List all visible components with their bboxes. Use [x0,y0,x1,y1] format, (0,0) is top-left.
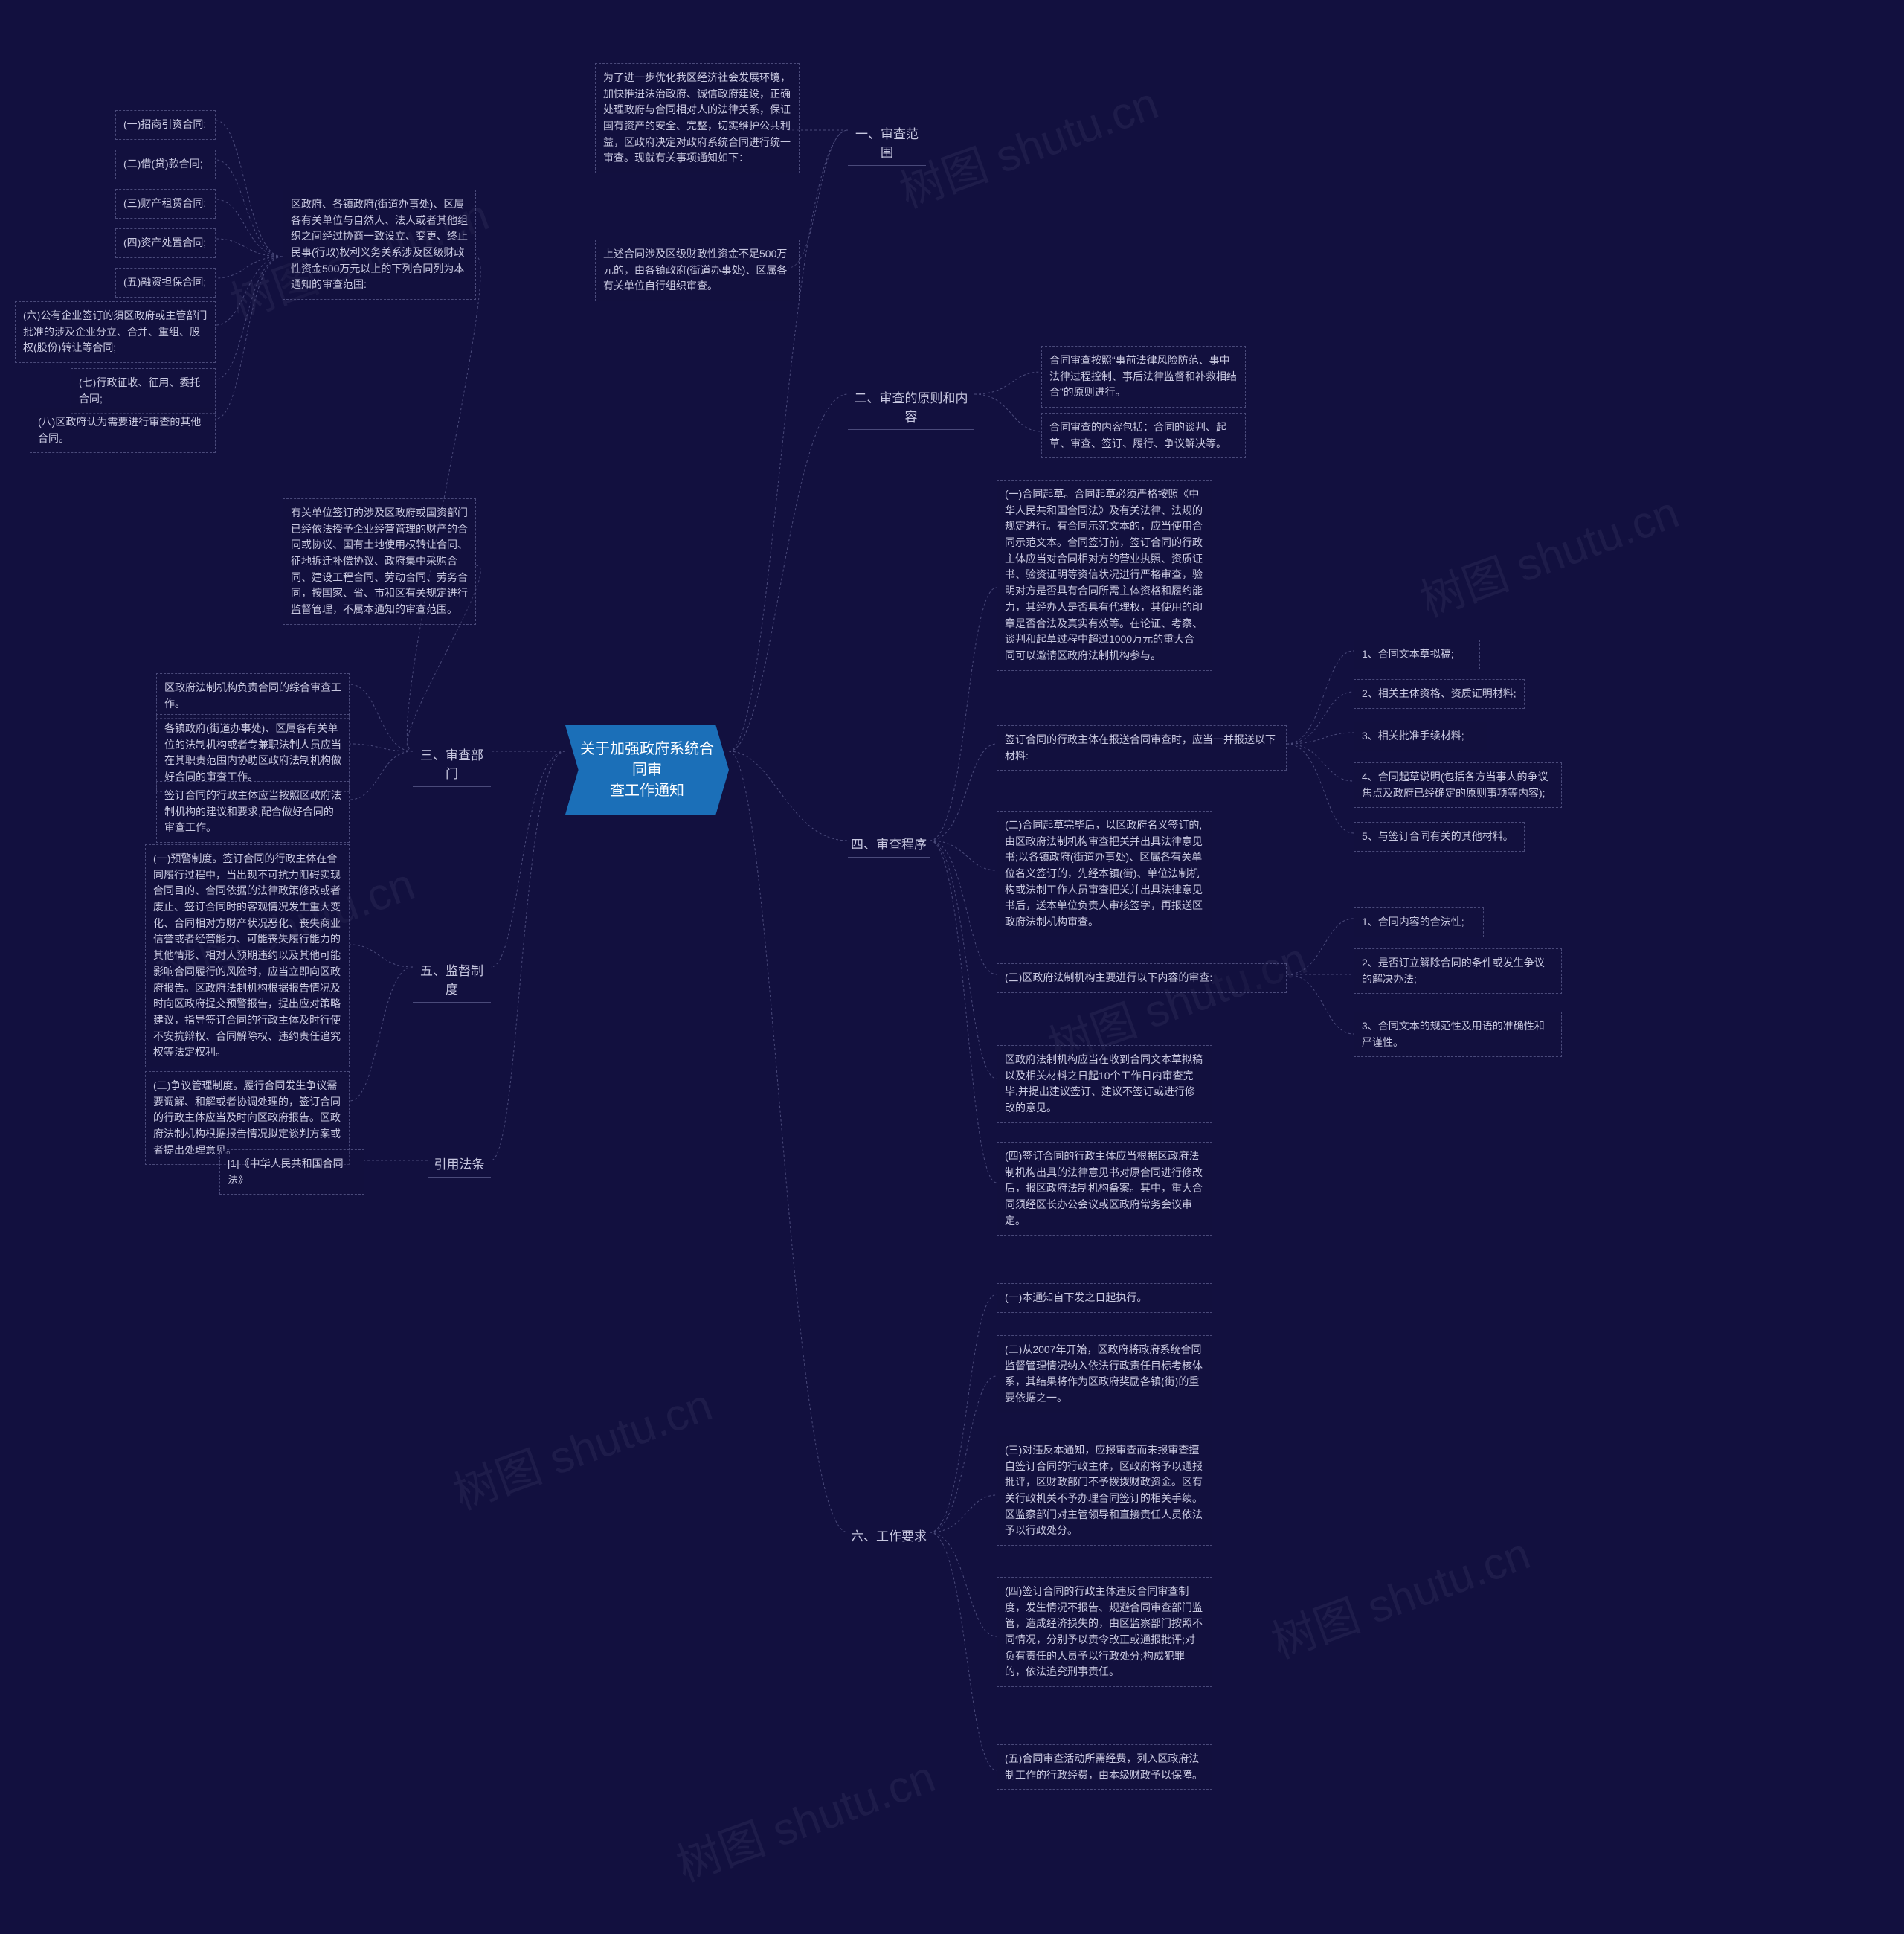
proc-2-item-1: 1、合同文本草拟稿; [1354,640,1480,669]
proc-6: (四)签订合同的行政主体应当根据区政府法制机构出具的法律意见书对原合同进行修改后… [997,1142,1212,1236]
watermark: 树图 shutu.cn [443,1369,719,1522]
branch-procedure: 四、审查程序 [848,829,930,858]
center-topic: 关于加强政府系统合同审 查工作通知 [565,725,729,815]
proc-3: (二)合同起草完毕后，以区政府名义签订的,由区政府法制机构审查把关并出具法律意见… [997,811,1212,937]
branch-scope: 一、审查范围 [848,119,926,166]
audit-dept-3: 签订合同的行政主体应当按照区政府法制机构的建议和要求,配合做好合同的审查工作。 [156,781,350,843]
principle-1: 合同审查按照“事前法律风险防范、事中法律过程控制、事后法律监督和补救相结合”的原… [1041,346,1246,408]
proc-1: (一)合同起草。合同起草必须严格按照《中华人民共和国合同法》及有关法律、法规的规… [997,480,1212,671]
watermark: 树图 shutu.cn [890,67,1165,220]
branch-work: 六、工作要求 [848,1521,930,1549]
work-3: (三)对违反本通知，应报审查而未报审查擅自签订合同的行政主体，区政府将予以通报批… [997,1436,1212,1546]
scope-item-8: (八)区政府认为需要进行审查的其他合同。 [30,408,216,453]
watermark: 树图 shutu.cn [666,1741,942,1894]
proc-2-item-2: 2、相关主体资格、资质证明材料; [1354,679,1525,709]
proc-2-item-3: 3、相关批准手续材料; [1354,722,1488,751]
scope-item-2: (二)借(贷)款合同; [115,150,216,179]
scope-exclusion: 有关单位签订的涉及区政府或国资部门已经依法授予企业经营管理的财产的合同或协议、国… [283,498,476,625]
intro-2: 上述合同涉及区级财政性资金不足500万元的，由各镇政府(街道办事处)、区属各有关… [595,240,800,301]
principle-2: 合同审查的内容包括：合同的谈判、起草、审查、签订、履行、争议解决等。 [1041,413,1246,458]
scope-item-4: (四)资产处置合同; [115,228,216,258]
proc-2-item-4: 4、合同起草说明(包括各方当事人的争议焦点及政府已经确定的原则事项等内容); [1354,762,1562,808]
scope-item-5: (五)融资担保合同; [115,268,216,298]
work-4: (四)签订合同的行政主体违反合同审查制度，发生情况不报告、规避合同审查部门监管，… [997,1577,1212,1687]
scope-item-3: (三)财产租赁合同; [115,189,216,219]
center-line2: 查工作通知 [610,783,684,799]
proc-2-item-5: 5、与签订合同有关的其他材料。 [1354,822,1525,852]
branch-supervise: 五、监督制度 [413,956,491,1003]
proc-4-item-2: 2、是否订立解除合同的条件或发生争议的解决办法; [1354,948,1562,994]
intro-1: 为了进一步优化我区经济社会发展环境，加快推进法治政府、诚信政府建设，正确处理政府… [595,63,800,173]
proc-4-item-1: 1、合同内容的合法性; [1354,907,1484,937]
watermark: 树图 shutu.cn [1410,476,1686,629]
work-1: (一)本通知自下发之日起执行。 [997,1283,1212,1313]
proc-4-item-3: 3、合同文本的规范性及用语的准确性和严谨性。 [1354,1012,1562,1057]
watermark: 树图 shutu.cn [1261,1517,1537,1671]
audit-dept-1: 区政府法制机构负责合同的综合审查工作。 [156,673,350,719]
scope-item-1: (一)招商引资合同; [115,110,216,140]
supervise-1: (一)预警制度。签订合同的行政主体在合同履行过程中，当出现不可抗力阻碍实现合同目… [145,844,350,1067]
branch-principles: 二、审查的原则和内容 [848,383,974,430]
branch-cite: 引用法条 [428,1149,491,1178]
branch-audit-dept: 三、审查部门 [413,740,491,787]
work-2: (二)从2007年开始，区政府将政府系统合同监督管理情况纳入依法行政责任目标考核… [997,1335,1212,1413]
proc-5: 区政府法制机构应当在收到合同文本草拟稿以及相关材料之日起10个工作日内审查完毕,… [997,1045,1212,1123]
proc-4-intro: (三)区政府法制机构主要进行以下内容的审查: [997,963,1287,993]
scope-item-6: (六)公有企业签订的須区政府或主管部门批准的涉及企业分立、合并、重组、股权(股份… [15,301,216,363]
cite-law: [1]《中华人民共和国合同法》 [219,1149,364,1195]
proc-2-intro: 签订合同的行政主体在报送合同审查时，应当一并报送以下材料: [997,725,1287,771]
scope-description: 区政府、各镇政府(街道办事处)、区属各有关单位与自然人、法人或者其他组织之间经过… [283,190,476,300]
center-line1: 关于加强政府系统合同审 [580,741,714,778]
work-5: (五)合同审查活动所需经费，列入区政府法制工作的行政经费，由本级财政予以保障。 [997,1744,1212,1790]
